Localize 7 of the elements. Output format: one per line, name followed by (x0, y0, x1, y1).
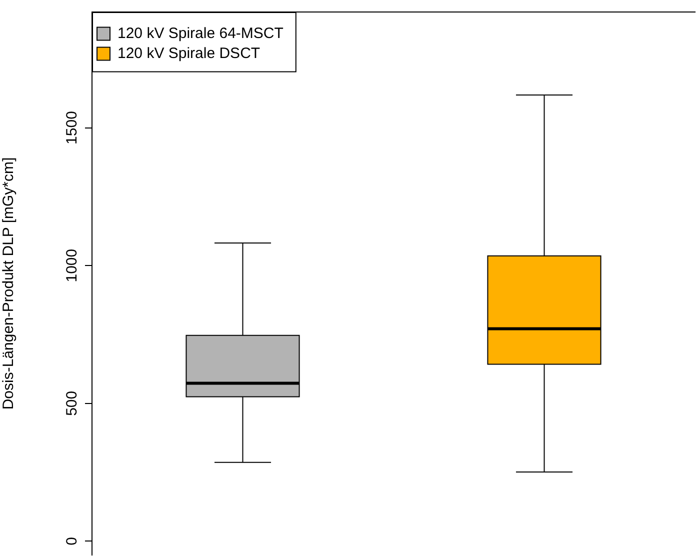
y-axis-title: Dosis-Längen-Produkt DLP [mGy*cm] (0, 157, 18, 410)
y-tick-label: 0 (64, 537, 81, 546)
legend-label: 120 kV Spirale 64-MSCT (118, 24, 284, 42)
y-tick-label: 1000 (64, 248, 81, 282)
legend-label: 120 kV Spirale DSCT (118, 44, 260, 62)
y-tick-label: 500 (64, 390, 81, 416)
y-tick-label: 1500 (64, 111, 81, 144)
